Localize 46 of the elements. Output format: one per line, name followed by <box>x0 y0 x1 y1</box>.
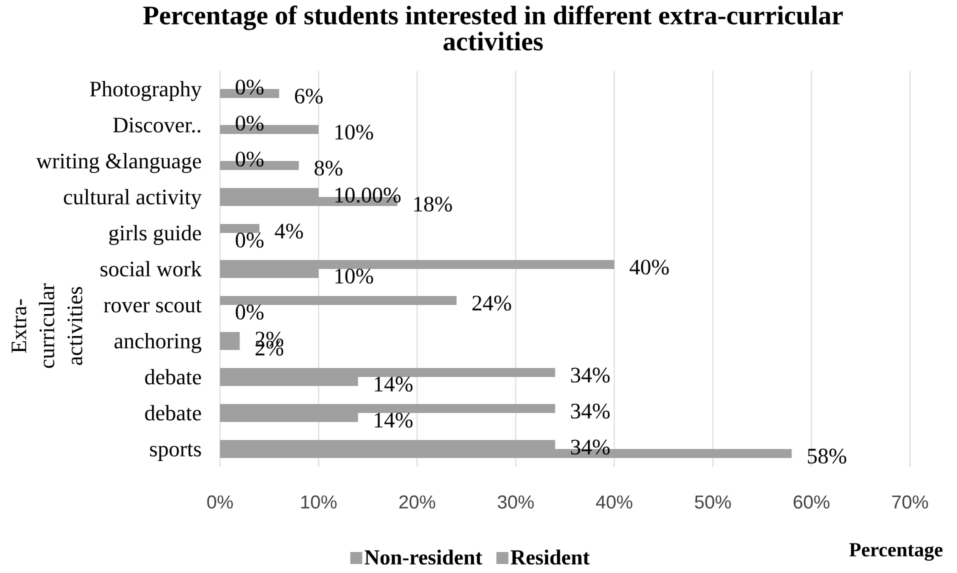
legend-label: Non-resident <box>364 550 482 565</box>
x-tick-label: 0% <box>207 495 233 509</box>
data-label: 8% <box>314 160 342 176</box>
data-label: 10.00% <box>335 188 401 203</box>
x-tick-label: 60% <box>794 495 830 509</box>
data-label: 14% <box>374 376 412 392</box>
y-tick-label: sports <box>150 444 201 461</box>
y-tick-label: cultural activity <box>64 188 202 209</box>
data-label: 0% <box>236 152 264 167</box>
y-tick-label: debate <box>145 368 201 384</box>
data-label: 40% <box>630 260 669 275</box>
bar <box>220 224 260 233</box>
bar <box>220 296 457 305</box>
y-tick-label: girls guide <box>109 224 201 245</box>
x-tick-label: 30% <box>498 495 534 509</box>
data-label: 4% <box>274 224 303 239</box>
data-label: 6% <box>295 88 323 104</box>
y-tick-label: Photography <box>90 80 202 102</box>
data-label: 18% <box>414 196 452 212</box>
x-tick-label: 10% <box>301 495 337 509</box>
x-tick-label: 70% <box>892 495 928 509</box>
data-label: 34% <box>571 440 610 455</box>
data-label: 10% <box>335 268 374 284</box>
data-label: 24% <box>472 296 512 311</box>
y-tick-label: social work <box>100 260 202 276</box>
y-tick-label: anchoring <box>114 332 202 353</box>
data-label: 34% <box>571 368 610 383</box>
legend-label: Resident <box>510 550 590 565</box>
x-axis-title: Percentage <box>849 543 942 561</box>
y-tick-label: rover scout <box>104 300 202 312</box>
x-tick-label: 50% <box>694 495 731 509</box>
data-label: 0% <box>236 116 264 131</box>
y-tick-label: Discover.. <box>113 118 200 133</box>
y-tick-label: writing &language <box>36 152 201 173</box>
data-label: 0% <box>236 80 264 95</box>
x-tick-label: 40% <box>596 495 632 509</box>
data-label: 0% <box>236 232 264 248</box>
x-tick-label: 20% <box>399 495 436 509</box>
chart-title: Percentage of students interested in different extra-curricular activities <box>143 5 843 50</box>
data-label: 10% <box>335 124 374 140</box>
y-axis-title: Extra-curricular activities <box>12 283 82 368</box>
data-label: 14% <box>374 412 412 428</box>
y-tick-label: debate <box>145 404 201 420</box>
data-label: 58% <box>808 448 846 464</box>
data-label: 0% <box>236 304 264 320</box>
data-label: 34% <box>571 404 610 419</box>
